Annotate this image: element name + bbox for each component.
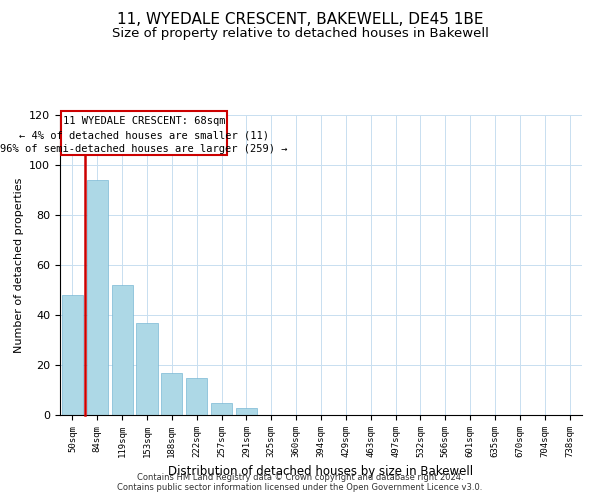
Text: Contains HM Land Registry data © Crown copyright and database right 2024.
Contai: Contains HM Land Registry data © Crown c…	[118, 473, 482, 492]
Text: Size of property relative to detached houses in Bakewell: Size of property relative to detached ho…	[112, 28, 488, 40]
X-axis label: Distribution of detached houses by size in Bakewell: Distribution of detached houses by size …	[169, 466, 473, 478]
Bar	[87, 180, 108, 415]
Text: ← 4% of detached houses are smaller (11): ← 4% of detached houses are smaller (11)	[19, 130, 269, 140]
Bar	[186, 378, 207, 415]
Bar	[236, 408, 257, 415]
Bar	[161, 372, 182, 415]
Text: 11, WYEDALE CRESCENT, BAKEWELL, DE45 1BE: 11, WYEDALE CRESCENT, BAKEWELL, DE45 1BE	[117, 12, 483, 28]
Bar	[61, 112, 227, 155]
Text: 96% of semi-detached houses are larger (259) →: 96% of semi-detached houses are larger (…	[0, 144, 287, 154]
Bar	[136, 322, 158, 415]
Bar	[62, 295, 83, 415]
Text: 11 WYEDALE CRESCENT: 68sqm: 11 WYEDALE CRESCENT: 68sqm	[62, 116, 225, 126]
Bar	[112, 285, 133, 415]
Bar	[211, 402, 232, 415]
Y-axis label: Number of detached properties: Number of detached properties	[14, 178, 23, 352]
